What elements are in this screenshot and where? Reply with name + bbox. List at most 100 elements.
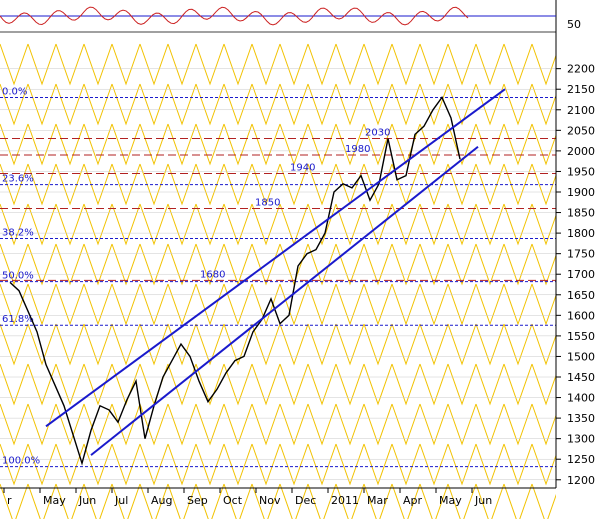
y-tick-label: 2200: [567, 63, 595, 76]
yellow-v-mark: [0, 443, 29, 486]
x-axis: r May Jun Jul Aug Sep Oct Nov Dec 2011 Mar Apr May Ju…: [0, 487, 556, 507]
yellow-v-mark: [419, 483, 449, 519]
yellow-v-mark: [0, 83, 29, 126]
yellow-v-mark: [531, 43, 561, 86]
yellow-v-mark: [55, 363, 85, 406]
yellow-v-mark: [27, 323, 57, 366]
yellow-v-mark: [335, 43, 365, 86]
yellow-v-mark: [195, 483, 225, 519]
yellow-v-mark: [167, 403, 197, 446]
yellow-v-mark: [363, 283, 393, 326]
yellow-v-mark: [111, 243, 141, 286]
yellow-v-mark: [335, 203, 365, 246]
yellow-v-mark: [419, 43, 449, 86]
yellow-v-mark: [83, 243, 113, 286]
fib-label: 0.0%: [2, 86, 27, 97]
yellow-v-mark: [223, 243, 253, 286]
yellow-v-mark: [251, 363, 281, 406]
yellow-v-mark: [111, 123, 141, 166]
y-tick-label: 2000: [567, 145, 595, 158]
osc-tick-label: 50: [567, 18, 581, 31]
yellow-v-mark: [139, 283, 169, 326]
yellow-v-mark: [307, 123, 337, 166]
y-tick-label: 1400: [567, 392, 595, 405]
yellow-v-mark: [195, 363, 225, 406]
yellow-v-mark: [279, 483, 309, 519]
yellow-v-mark: [475, 83, 505, 126]
yellow-v-mark: [335, 403, 365, 446]
yellow-v-mark: [475, 403, 505, 446]
x-tick-label: 2011: [331, 494, 359, 507]
yellow-v-mark: [335, 123, 365, 166]
yellow-v-mark: [475, 43, 505, 86]
y-tick-label: 1500: [567, 350, 595, 363]
yellow-v-mark: [307, 323, 337, 366]
yellow-v-mark: [83, 43, 113, 86]
yellow-v-mark: [279, 363, 309, 406]
yellow-v-mark: [111, 443, 141, 486]
yellow-v-mark: [111, 323, 141, 366]
yellow-v-mark: [27, 443, 57, 486]
yellow-v-mark: [195, 283, 225, 326]
yellow-v-mark: [83, 443, 113, 486]
x-tick-label: r: [7, 494, 12, 507]
top-panel-background: [0, 0, 556, 40]
x-tick-label: Jun: [474, 494, 492, 507]
yellow-v-mark: [27, 203, 57, 246]
yellow-v-mark: [27, 403, 57, 446]
yellow-v-mark: [391, 403, 421, 446]
yellow-v-mark: [223, 403, 253, 446]
yellow-v-mark: [503, 403, 533, 446]
y-tick-label: 1750: [567, 248, 595, 261]
yellow-v-mark: [531, 123, 561, 166]
yellow-v-mark: [391, 483, 421, 519]
yellow-v-mark: [419, 443, 449, 486]
y-tick-label: 1850: [567, 207, 595, 220]
yellow-v-mark: [279, 403, 309, 446]
yellow-v-mark: [279, 243, 309, 286]
yellow-v-mark: [503, 43, 533, 86]
yellow-v-mark: [55, 83, 85, 126]
yellow-v-mark: [447, 163, 477, 206]
yellow-v-mark: [55, 203, 85, 246]
yellow-v-mark: [27, 363, 57, 406]
yellow-v-mark: [223, 203, 253, 246]
yellow-v-mark: [531, 203, 561, 246]
yellow-v-mark: [307, 443, 337, 486]
yellow-v-mark: [55, 283, 85, 326]
yellow-v-mark: [251, 443, 281, 486]
yellow-v-mark: [83, 163, 113, 206]
yellow-v-mark: [447, 323, 477, 366]
x-tick-label: Aug: [151, 494, 172, 507]
yellow-v-mark: [419, 243, 449, 286]
yellow-v-mark: [251, 483, 281, 519]
yellow-v-mark: [251, 163, 281, 206]
y-tick-label: 1650: [567, 289, 595, 302]
fibonacci-levels: 0.0% 23.6% 38.2% 50.0% 61.8% 100.0%: [0, 86, 556, 468]
yellow-v-mark: [223, 163, 253, 206]
yellow-v-mark: [111, 203, 141, 246]
yellow-v-mark: [419, 83, 449, 126]
yellow-grid-overlay: [0, 43, 561, 519]
yellow-v-mark: [475, 443, 505, 486]
yellow-v-mark: [447, 483, 477, 519]
yellow-v-mark: [195, 43, 225, 86]
price-level-labels: 2030 1980 1940 1850 1680: [0, 128, 556, 281]
yellow-v-mark: [139, 483, 169, 519]
yellow-v-mark: [307, 483, 337, 519]
y-tick-label: 1350: [567, 412, 595, 425]
yellow-v-mark: [279, 443, 309, 486]
yellow-v-mark: [363, 323, 393, 366]
y-tick-label: 1700: [567, 268, 595, 281]
x-tick-label: Jun: [78, 494, 96, 507]
yellow-v-mark: [475, 123, 505, 166]
yellow-v-mark: [195, 83, 225, 126]
yellow-v-mark: [223, 323, 253, 366]
yellow-v-mark: [363, 443, 393, 486]
yellow-v-mark: [139, 443, 169, 486]
yellow-v-mark: [279, 43, 309, 86]
yellow-v-mark: [83, 483, 113, 519]
yellow-v-mark: [195, 163, 225, 206]
yellow-v-mark: [531, 483, 561, 519]
yellow-v-mark: [55, 43, 85, 86]
